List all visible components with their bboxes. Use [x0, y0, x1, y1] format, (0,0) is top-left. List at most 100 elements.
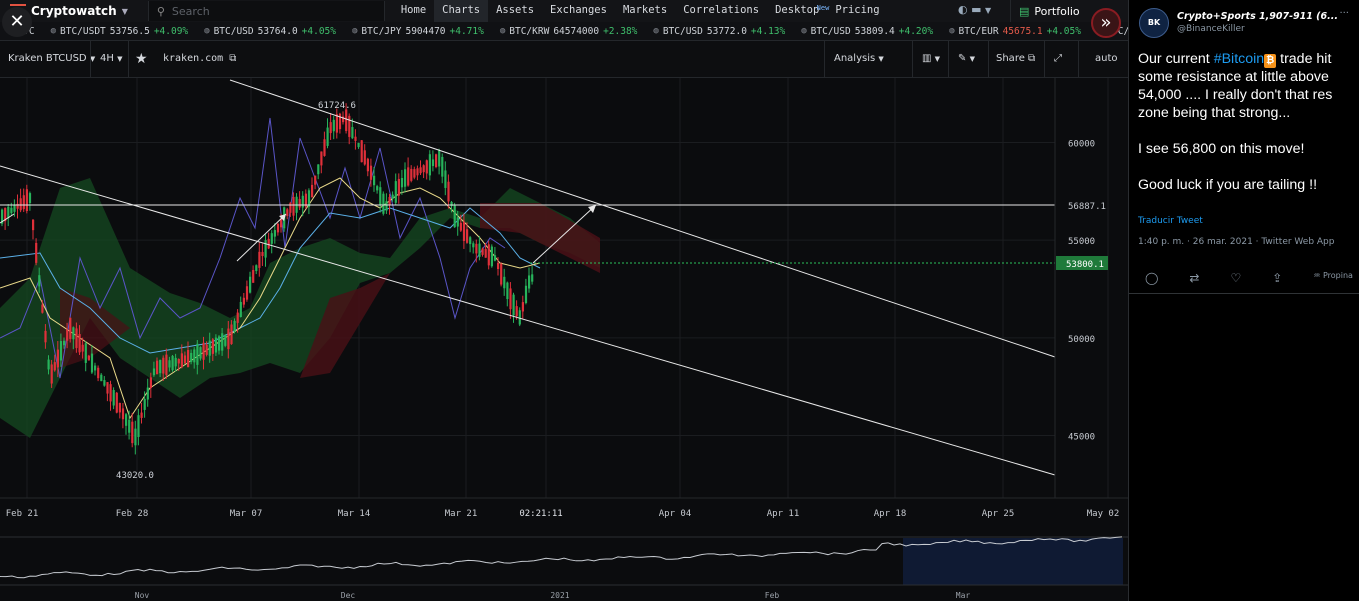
price-chart[interactable]: 61724.6 43020.0 60000 55000 50000 45000 56887.…: [0, 78, 1128, 600]
y-tick-label: 55000: [1068, 237, 1095, 247]
display-name[interactable]: Crypto+Sports 1,907-911 (6...: [1177, 11, 1338, 22]
tip-label: Propina: [1322, 271, 1353, 280]
candle-body: [100, 374, 103, 382]
nav-pricing[interactable]: Pricing: [835, 4, 880, 16]
candle-body: [407, 167, 410, 186]
nav-charts[interactable]: Charts: [434, 0, 489, 22]
ticker-price: 53809.4: [854, 25, 895, 37]
candle-body: [63, 340, 66, 346]
nav-home[interactable]: Home: [400, 4, 427, 16]
candle-body: [444, 170, 447, 188]
close-icon[interactable]: ✕: [2, 7, 32, 37]
candle-body: [16, 203, 19, 209]
chart-toolbar: Kraken BTCUSD ▼ 4H ▼ ★ kraken.com ⧉ Anal…: [0, 41, 1128, 78]
tweet-actions: ◯ ⇄ ♡ ⇪ ♒ Propina: [1145, 271, 1353, 285]
expand-panel-icon[interactable]: »: [1091, 8, 1121, 38]
ticker-item[interactable]: ◍ BTC/USD 53772.0 +4.13%: [645, 26, 793, 37]
search-box[interactable]: ⚲: [147, 1, 385, 21]
more-options-icon[interactable]: ···: [1339, 8, 1349, 19]
candle-body: [388, 197, 391, 206]
tweet-timestamp[interactable]: 1:40 p. m. · 26 mar. 2021 · Twitter Web …: [1138, 237, 1335, 247]
market-selector[interactable]: Kraken BTCUSD ▼: [8, 41, 95, 77]
nav-assets[interactable]: Assets: [496, 4, 535, 16]
x-tick-label: Apr 25: [982, 509, 1015, 519]
user-handle[interactable]: @BinanceKiller: [1177, 24, 1245, 34]
overview-tick-label: Mar: [956, 591, 971, 600]
exchange-link[interactable]: kraken.com ⧉: [163, 41, 236, 77]
ticker-item[interactable]: ◍ BTC/USD 53764.0 +4.05%: [196, 26, 344, 37]
logo-text: Cryptowatch: [31, 4, 117, 18]
fullscreen-icon[interactable]: ⤢: [1054, 53, 1062, 64]
ticker-pair: BTC/EUR: [958, 25, 999, 37]
candle-body: [456, 217, 459, 227]
scale-mode[interactable]: auto: [1095, 53, 1118, 64]
candle-body: [134, 428, 137, 446]
candle-body: [267, 238, 270, 249]
candle-body: [441, 156, 444, 177]
arrow-head: [279, 214, 286, 221]
external-link-icon: ⧉: [229, 53, 237, 64]
exchange-icon: ◍: [653, 26, 659, 36]
ticker-price: 53764.0: [257, 25, 298, 37]
nav-correlations[interactable]: Correlations: [683, 4, 760, 16]
candle-body: [69, 317, 72, 339]
candle-body: [252, 270, 255, 283]
candle-body: [258, 251, 261, 268]
ticker-item[interactable]: ◍ BTC/USD 53809.4 +4.20%: [793, 26, 941, 37]
translate-link[interactable]: Traducir Tweet: [1138, 216, 1203, 226]
hashtag-link[interactable]: #Bitcoin: [1213, 51, 1265, 67]
retweet-icon[interactable]: ⇄: [1189, 271, 1200, 285]
candle-body: [391, 194, 394, 199]
analysis-menu[interactable]: Analysis ▼: [834, 41, 884, 77]
candle-body: [162, 357, 165, 374]
candle-body: [509, 288, 512, 310]
divider: [128, 41, 129, 77]
ticker-item[interactable]: ◍ BTC/USDT 53756.5 +4.09%: [43, 26, 197, 37]
candle-body: [264, 240, 267, 258]
ticker-item[interactable]: ◍ BTC/JPY 5904470 +4.71%: [344, 26, 492, 37]
ticker-change: +2.38%: [603, 25, 638, 37]
candle-body: [168, 360, 171, 368]
ticker-item[interactable]: ◍ BTC/EUR 45675.1 +4.05%: [941, 26, 1089, 37]
base-line: [0, 207, 541, 354]
favorite-star-icon[interactable]: ★: [135, 51, 148, 67]
share-icon[interactable]: ⇪: [1272, 271, 1283, 285]
candle-body: [211, 339, 214, 354]
candle-body: [19, 198, 22, 211]
candle-body: [143, 398, 146, 410]
avatar[interactable]: BK: [1139, 8, 1169, 38]
reply-icon[interactable]: ◯: [1145, 271, 1159, 285]
tip-button[interactable]: ♒ Propina: [1313, 271, 1353, 285]
candle-body: [137, 415, 140, 438]
chevron-down-icon: ▼: [121, 6, 128, 16]
x-tick-label: May 02: [1087, 509, 1120, 519]
ticker-pair: BTC/JPY: [361, 25, 402, 37]
portfolio-button[interactable]: ▤ Portfolio: [1010, 0, 1088, 22]
divider: [90, 41, 91, 77]
candle-body: [159, 359, 162, 374]
like-icon[interactable]: ♡: [1230, 271, 1242, 285]
candle-body: [270, 233, 273, 244]
nav-desktop[interactable]: Desktop New: [767, 0, 829, 22]
candle-body: [311, 184, 314, 198]
candle-body: [112, 390, 115, 406]
candle-body: [301, 195, 304, 208]
overview-tick-label: Nov: [135, 591, 150, 600]
chart-type-menu[interactable]: ▥ ▼: [922, 41, 940, 77]
drawing-tools-menu[interactable]: ✎ ▼: [958, 41, 975, 77]
search-input[interactable]: [169, 3, 374, 19]
candle-body: [373, 175, 376, 186]
nav-markets[interactable]: Markets: [622, 4, 668, 16]
candle-body: [481, 248, 484, 255]
share-button[interactable]: Share ⧉: [996, 41, 1035, 77]
nav-exchanges[interactable]: Exchanges: [550, 4, 607, 16]
ticker-item[interactable]: ◍ BTC/KRW 64574000 +2.38%: [492, 26, 646, 37]
candle-body: [187, 350, 190, 368]
interval-selector[interactable]: 4H ▼: [100, 41, 122, 77]
candle-body: [531, 274, 534, 282]
ticker-change: +4.13%: [750, 25, 786, 37]
theme-toggle[interactable]: ◐ ▬ ▼: [958, 3, 991, 16]
ticker-pair: BTC/KRW: [509, 25, 550, 37]
candle-body: [425, 160, 428, 174]
ticker-change: +4.05%: [1046, 25, 1081, 37]
